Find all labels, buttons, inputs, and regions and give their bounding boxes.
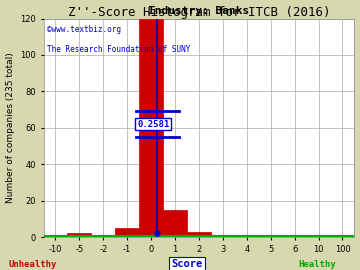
Text: 0.2581: 0.2581 [137, 120, 169, 129]
Bar [115, 228, 139, 237]
Text: Unhealthy: Unhealthy [8, 260, 57, 269]
Text: Score: Score [172, 259, 203, 269]
Y-axis label: Number of companies (235 total): Number of companies (235 total) [5, 52, 14, 203]
Bar [163, 210, 187, 237]
Text: ©www.textbiz.org: ©www.textbiz.org [46, 25, 121, 34]
Text: Healthy: Healthy [298, 260, 336, 269]
Bar [67, 233, 91, 237]
Bar [187, 232, 211, 237]
Text: The Research Foundation of SUNY: The Research Foundation of SUNY [46, 45, 190, 54]
Text: Industry: Banks: Industry: Banks [148, 6, 249, 16]
Bar [139, 19, 163, 237]
Title: Z''-Score Histogram for ITCB (2016): Z''-Score Histogram for ITCB (2016) [68, 6, 330, 19]
